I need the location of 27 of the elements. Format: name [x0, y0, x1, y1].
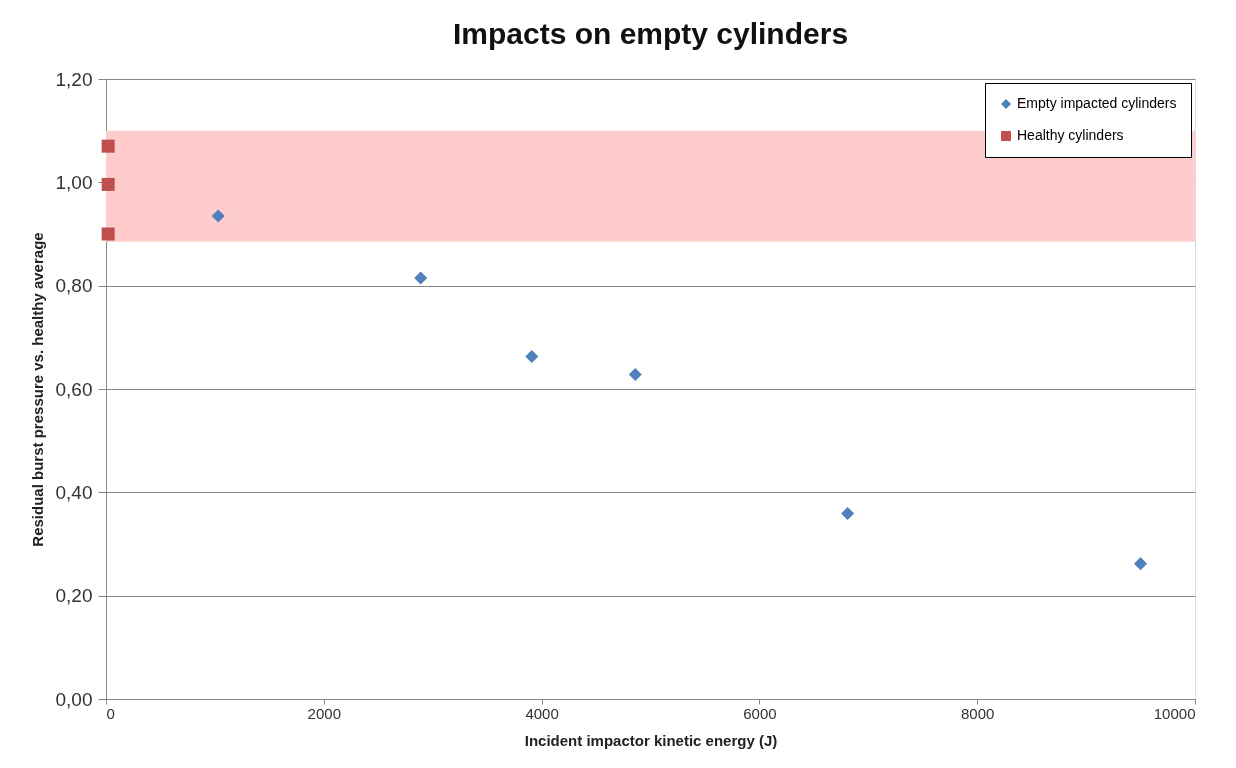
x-tick-label: 8000 — [961, 704, 995, 722]
y-tick-label: 0,00 — [55, 688, 93, 710]
point — [414, 271, 428, 285]
point — [841, 507, 855, 521]
legend-label: Empty impacted cylinders — [1017, 95, 1177, 111]
x-tick-label: 2000 — [307, 704, 341, 722]
y-tick-label: 0,80 — [55, 275, 93, 297]
chart-title: Impacts on empty cylinders — [452, 17, 849, 50]
y-tick-label: 0,20 — [55, 585, 93, 607]
y-tick-label: 0,40 — [55, 481, 93, 503]
legend-label: Healthy cylinders — [1017, 127, 1124, 143]
y-tick-label: 0,60 — [55, 378, 93, 400]
y-tick-label: 1,20 — [55, 68, 93, 90]
x-tick-label: 10000 — [1153, 704, 1196, 722]
x-tick-label: 6000 — [743, 704, 777, 722]
y-tick-label: 1,00 — [55, 171, 93, 193]
point — [211, 209, 225, 223]
x-axis-title: Incident impactor kinetic energy (J) — [524, 731, 778, 749]
point — [628, 368, 642, 382]
x-tick-label: 4000 — [525, 704, 559, 722]
point — [101, 139, 115, 153]
point — [525, 349, 539, 363]
point — [101, 177, 115, 191]
x-tick-label: 0 — [106, 704, 115, 722]
point — [1134, 557, 1148, 571]
y-axis-title: Residual burst pressure vs. healthy average — [28, 232, 46, 547]
point — [101, 227, 115, 241]
